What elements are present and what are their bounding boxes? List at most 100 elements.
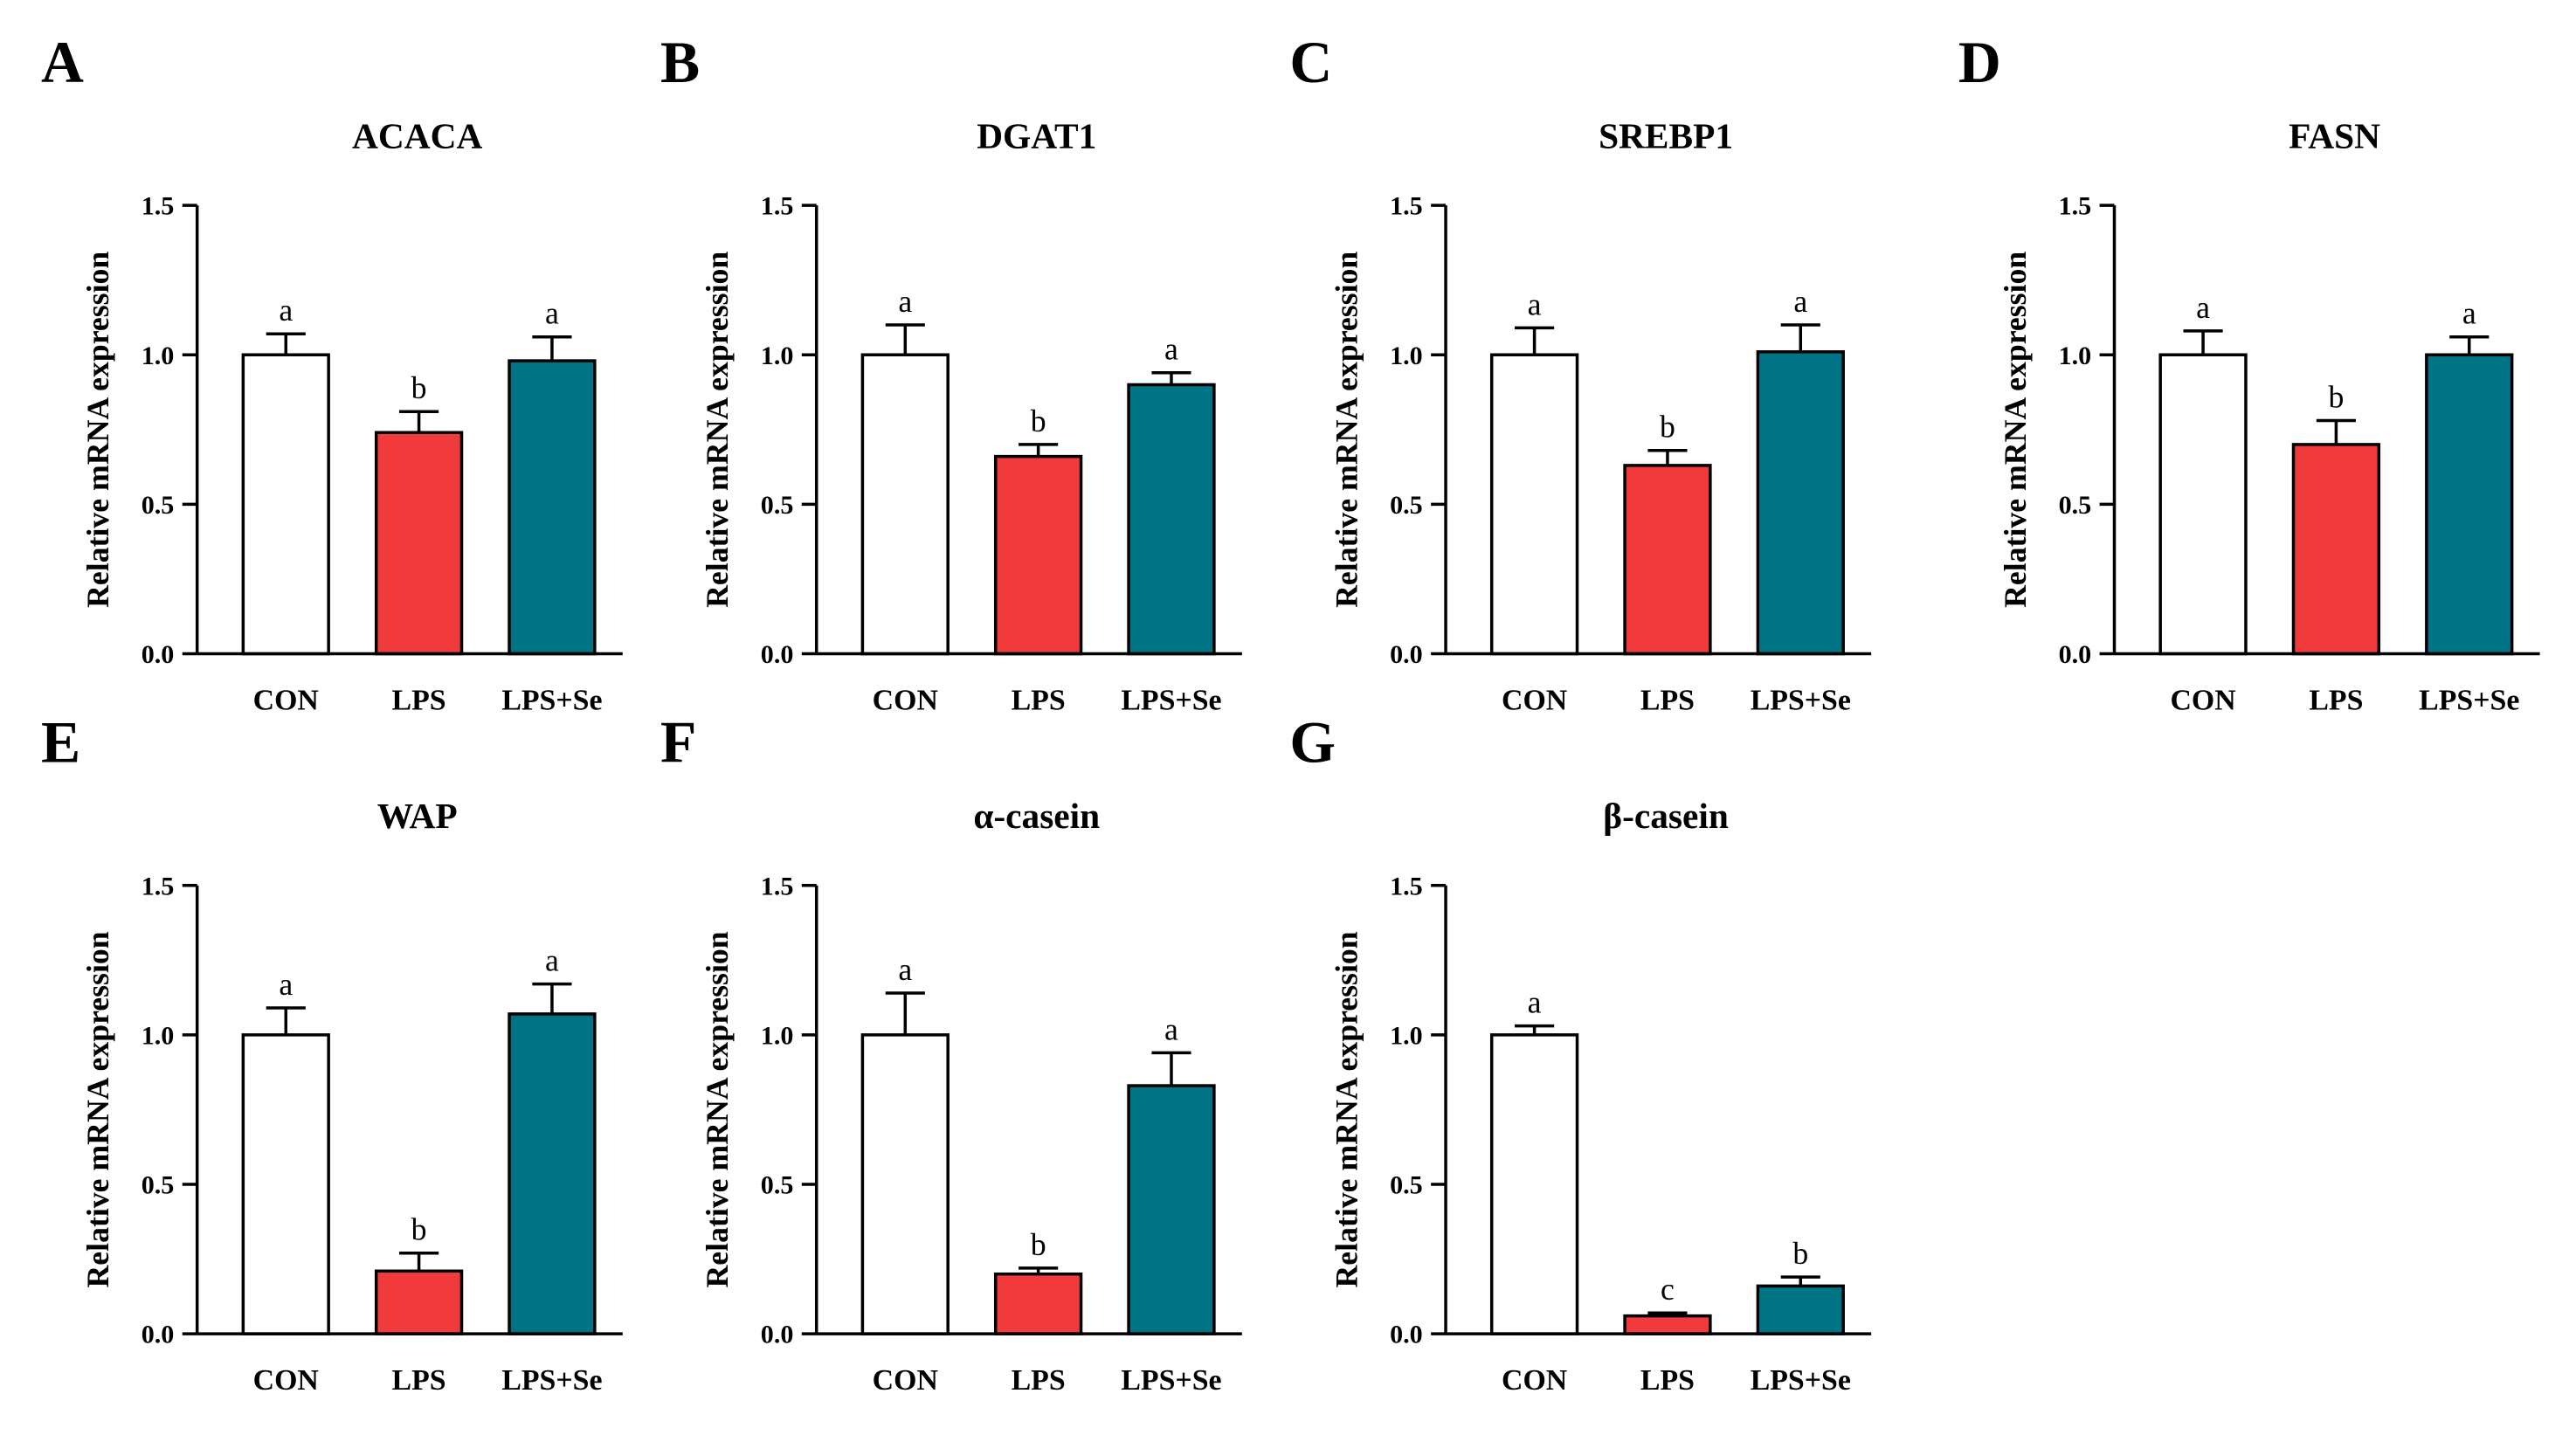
x-tick-label: LPS+Se xyxy=(2419,684,2519,716)
y-axis-label: Relative mRNA expression xyxy=(700,252,735,608)
x-tick-label: LPS xyxy=(2309,684,2363,716)
bar-con xyxy=(2158,353,2248,656)
chart-title: ACACA xyxy=(352,115,482,155)
bar-lps-plus-se xyxy=(1127,383,1216,656)
y-tick-label: 1.5 xyxy=(761,191,794,221)
significance-label: a xyxy=(898,284,912,319)
panel-letter: C xyxy=(1289,30,1332,95)
chart-panel-b: B DGAT1 Relative mRNA expression a CON b LPS a L… xyxy=(660,30,1242,716)
significance-label: c xyxy=(1661,1272,1675,1307)
significance-label: b xyxy=(411,370,427,405)
bar-con xyxy=(860,353,950,656)
x-tick-label: LPS xyxy=(1640,1364,1695,1397)
y-tick-label: 0.0 xyxy=(1390,1320,1423,1349)
significance-label: a xyxy=(545,296,559,331)
y-tick-label: 0.0 xyxy=(761,1320,794,1349)
chart-title: WAP xyxy=(377,796,458,836)
y-axis-label: Relative mRNA expression xyxy=(700,931,735,1287)
chart-title: DGAT1 xyxy=(977,115,1096,155)
y-tick-label: 0.5 xyxy=(1390,1170,1423,1200)
y-tick-label: 1.0 xyxy=(1390,341,1423,370)
significance-label: a xyxy=(279,293,293,328)
y-tick-label: 1.0 xyxy=(2059,341,2092,370)
chart-title: FASN xyxy=(2289,115,2380,155)
x-tick-label: CON xyxy=(1502,1364,1567,1397)
x-tick-label: LPS xyxy=(1012,1364,1066,1397)
significance-label: a xyxy=(2462,296,2476,331)
bar-lps-plus-se xyxy=(1756,1284,1845,1335)
x-tick-label: LPS xyxy=(1640,684,1695,716)
chart-panel-d: D FASN Relative mRNA expression a CON b LPS a LP… xyxy=(1958,30,2540,716)
x-tick-label: CON xyxy=(253,684,319,716)
x-tick-label: LPS+Se xyxy=(501,684,602,716)
chart-panel-c: C SREBP1 Relative mRNA expression a CON b LPS a… xyxy=(1289,30,1872,716)
significance-label: b xyxy=(1792,1236,1808,1271)
chart-panel-g: Gβ-casein Relative mRNA expression a CON c LP… xyxy=(1289,710,1872,1397)
y-tick-label: 1.0 xyxy=(761,341,794,370)
bar-lps xyxy=(1623,1314,1712,1335)
y-tick-label: 0.0 xyxy=(761,639,794,669)
y-axis-label: Relative mRNA expression xyxy=(1998,252,2033,608)
y-tick-label: 0.0 xyxy=(2059,639,2092,669)
significance-label: a xyxy=(2196,290,2210,325)
bar-lps xyxy=(993,1272,1083,1335)
chart-title: α-casein xyxy=(973,796,1100,836)
significance-label: a xyxy=(1528,286,1542,321)
bar-lps xyxy=(1623,464,1712,656)
x-tick-label: LPS+Se xyxy=(1121,684,1221,716)
chart-title: SREBP1 xyxy=(1599,115,1733,155)
significance-label: b xyxy=(1660,410,1675,445)
y-tick-label: 1.5 xyxy=(142,871,175,900)
y-tick-label: 0.5 xyxy=(761,490,794,520)
y-tick-label: 1.5 xyxy=(2059,191,2092,221)
bar-lps-plus-se xyxy=(1756,350,1845,656)
panel-letter: B xyxy=(660,30,700,95)
y-tick-label: 0.5 xyxy=(142,1170,175,1200)
x-tick-label: CON xyxy=(873,684,938,716)
y-tick-label: 0.5 xyxy=(761,1170,794,1200)
significance-label: a xyxy=(1793,284,1807,319)
x-tick-label: LPS+Se xyxy=(501,1364,602,1397)
significance-label: a xyxy=(898,952,912,987)
panel-letter: F xyxy=(660,710,696,776)
bar-lps-plus-se xyxy=(508,1012,597,1335)
y-axis-label: Relative mRNA expression xyxy=(80,931,115,1287)
significance-label: b xyxy=(411,1212,427,1247)
x-tick-label: CON xyxy=(253,1364,319,1397)
bar-con xyxy=(1489,1033,1579,1335)
significance-label: a xyxy=(1164,332,1178,367)
y-tick-label: 0.5 xyxy=(1390,490,1423,520)
y-tick-label: 0.5 xyxy=(2059,490,2092,520)
bar-lps xyxy=(2291,443,2381,656)
y-tick-label: 1.5 xyxy=(1390,871,1423,900)
significance-label: b xyxy=(1031,404,1046,438)
y-tick-label: 0.5 xyxy=(142,490,175,520)
significance-label: b xyxy=(1031,1227,1046,1262)
bar-lps-plus-se xyxy=(2425,353,2514,656)
y-tick-label: 1.0 xyxy=(142,1020,175,1050)
y-tick-label: 0.0 xyxy=(1390,639,1423,669)
chart-panel-e: E WAP Relative mRNA expression a CON b LPS a LPS… xyxy=(41,710,623,1397)
y-axis-label: Relative mRNA expression xyxy=(1329,252,1364,608)
x-tick-label: LPS xyxy=(392,1364,446,1397)
x-tick-label: LPS+Se xyxy=(1751,1364,1851,1397)
chart-panel-a: A ACACA Relative mRNA expression a CON b LPS a L… xyxy=(41,30,623,716)
x-tick-label: LPS+Se xyxy=(1751,684,1851,716)
y-tick-label: 0.0 xyxy=(142,1320,175,1349)
x-tick-label: CON xyxy=(1502,684,1567,716)
x-tick-label: LPS xyxy=(1012,684,1066,716)
significance-label: a xyxy=(1528,985,1542,1020)
panel-letter: E xyxy=(41,710,80,776)
bar-lps xyxy=(993,454,1083,656)
y-tick-label: 0.0 xyxy=(142,639,175,669)
x-tick-label: CON xyxy=(2170,684,2235,716)
bar-lps xyxy=(374,1269,464,1335)
y-tick-label: 1.0 xyxy=(761,1020,794,1050)
significance-label: a xyxy=(1164,1011,1178,1046)
y-tick-label: 1.0 xyxy=(1390,1020,1423,1050)
y-tick-label: 1.5 xyxy=(761,871,794,900)
y-tick-label: 1.5 xyxy=(1390,191,1423,221)
panel-letter: A xyxy=(41,30,84,95)
y-tick-label: 1.5 xyxy=(142,191,175,221)
